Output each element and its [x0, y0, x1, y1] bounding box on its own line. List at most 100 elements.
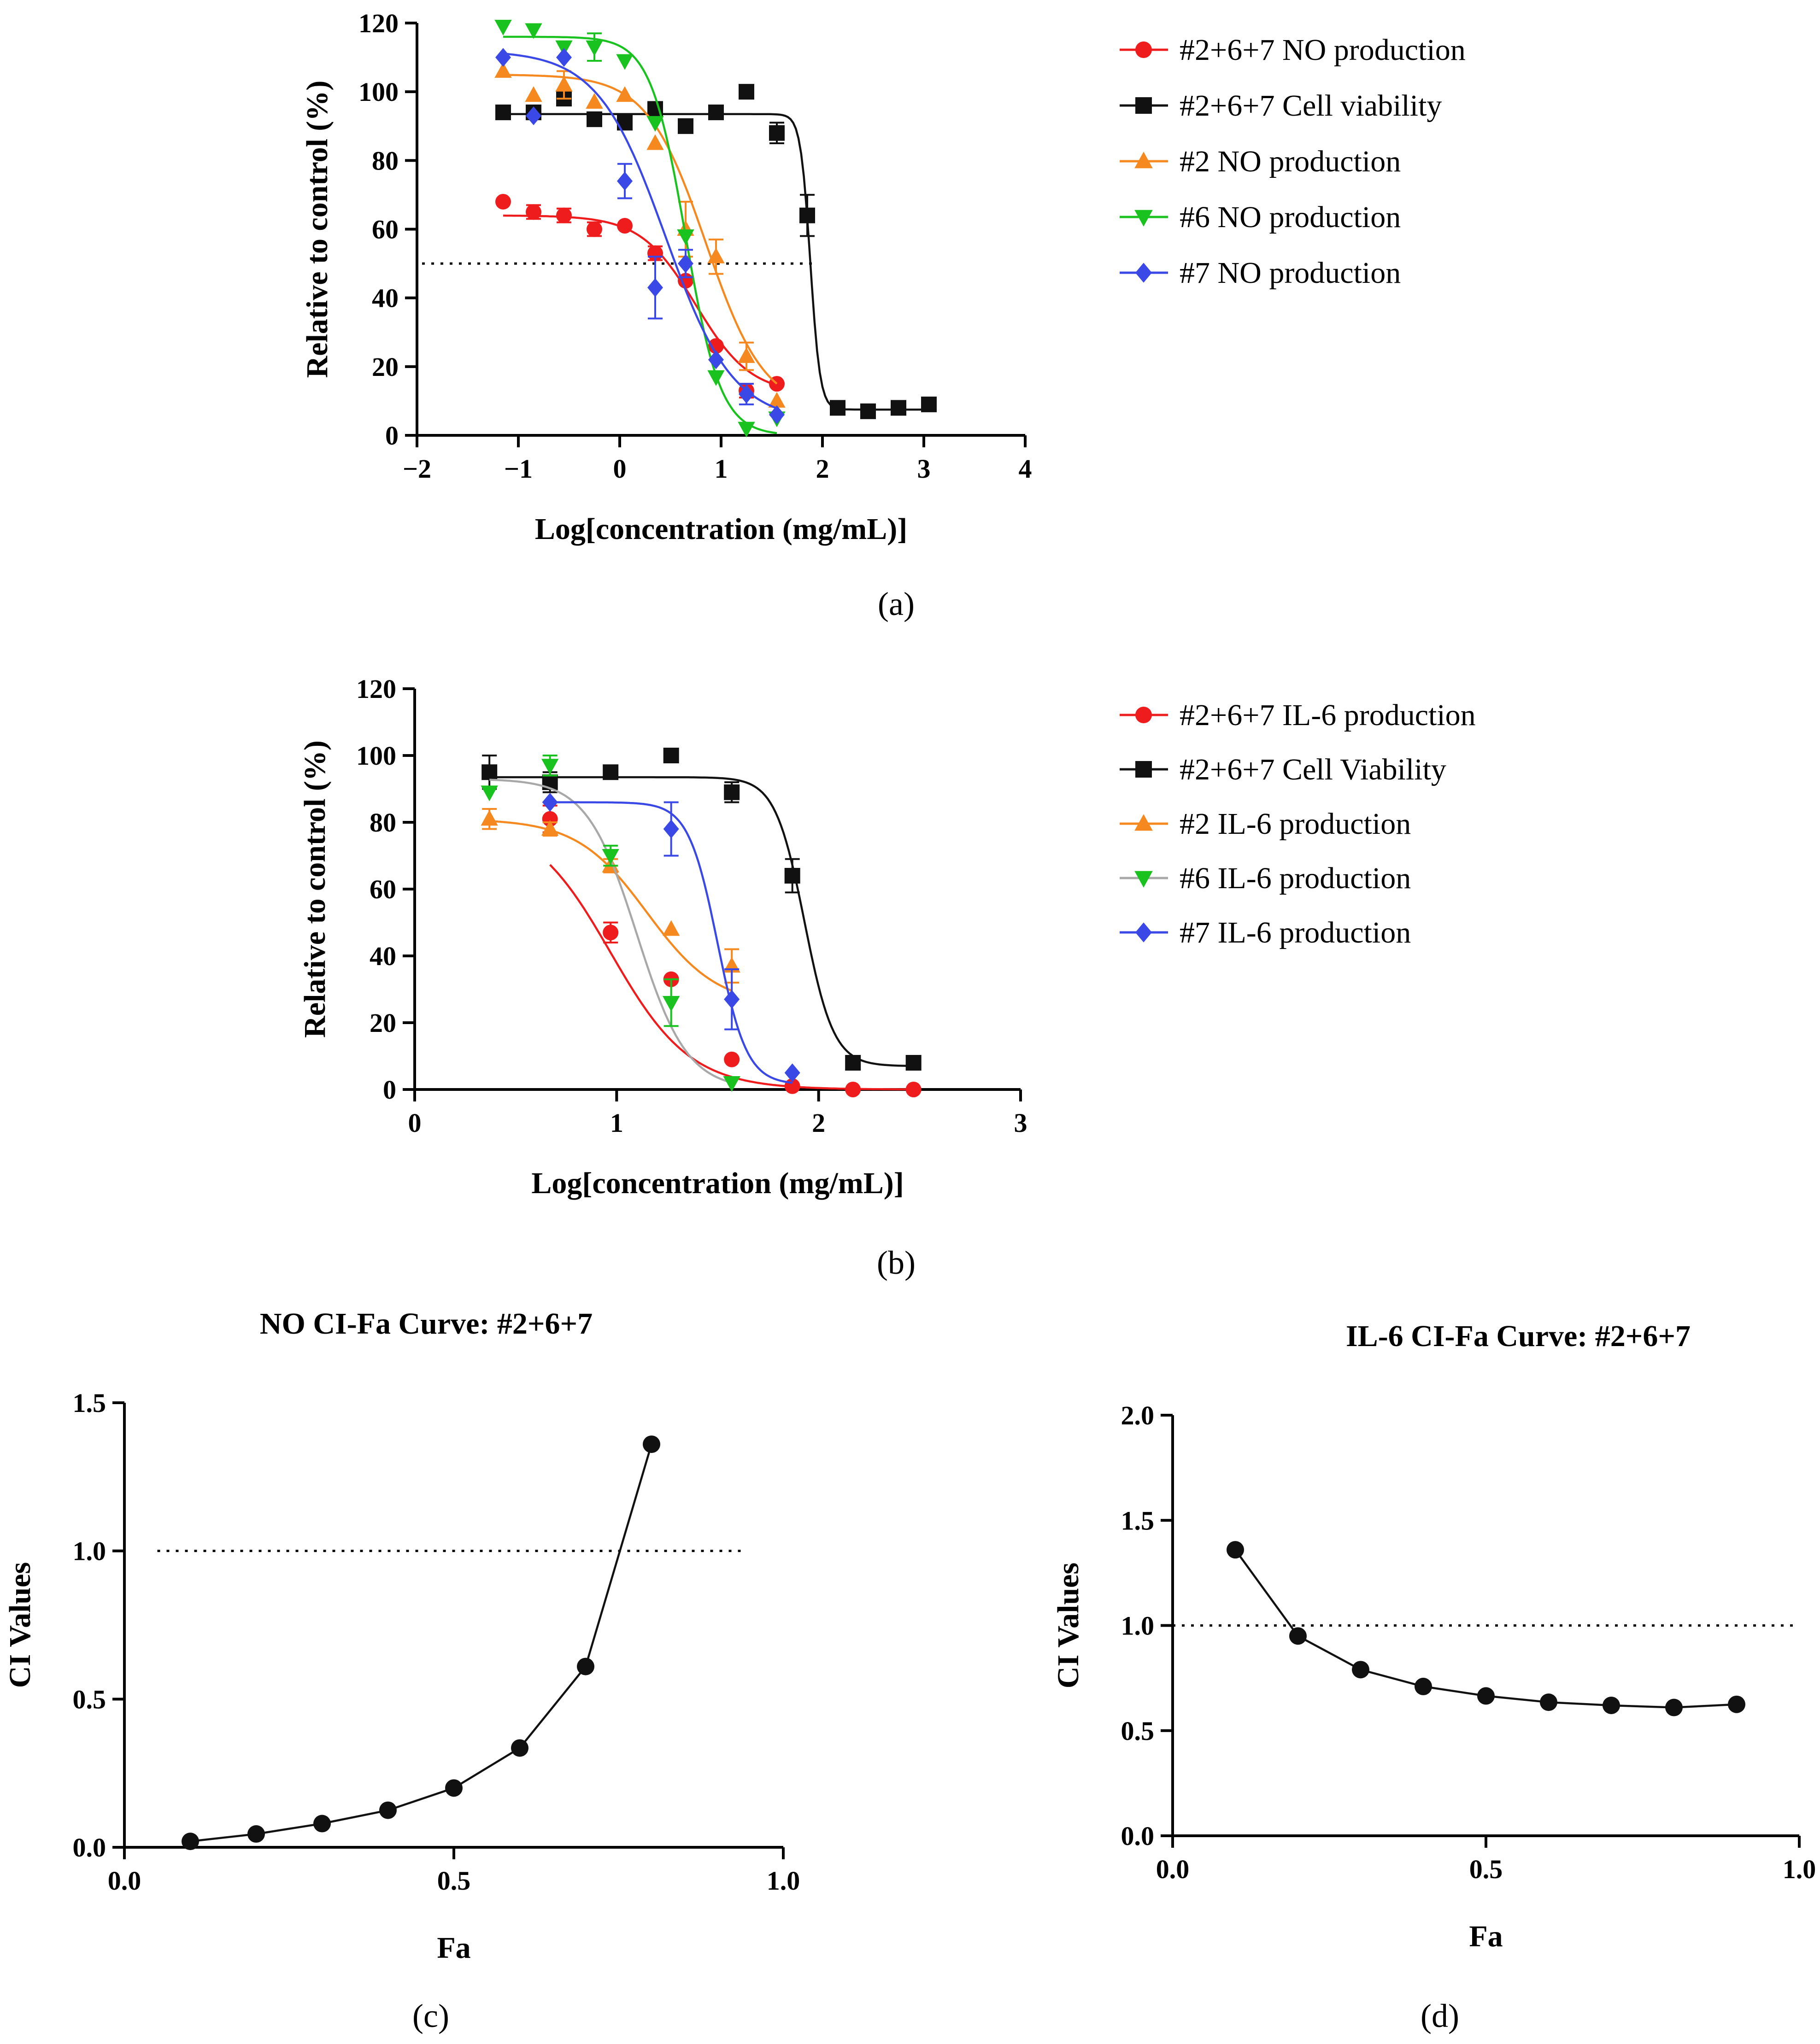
- data-point: [708, 350, 724, 369]
- data-point: [481, 764, 498, 780]
- data-point: [768, 392, 786, 408]
- data-point: [663, 748, 679, 763]
- panel-label-a: (a): [878, 586, 915, 622]
- y-tick-label: 40: [372, 283, 399, 313]
- y-tick-label: 120: [358, 8, 399, 38]
- data-point: [647, 278, 663, 297]
- x-axis-label: Log[concentration (mg/mL)]: [535, 512, 907, 546]
- data-point: [708, 338, 724, 354]
- series-c-0: [182, 1435, 660, 1851]
- x-tick-label: 2: [816, 454, 829, 484]
- legend-marker: [1135, 97, 1152, 114]
- data-point: [643, 1435, 660, 1453]
- x-tick-label: 1.0: [767, 1866, 800, 1896]
- y-tick-label: 2.0: [1121, 1400, 1155, 1430]
- data-point: [1477, 1687, 1495, 1705]
- x-tick-label: 4: [1019, 454, 1032, 484]
- legend-marker: [1134, 152, 1153, 169]
- x-tick-label: 2: [812, 1108, 825, 1138]
- legend-item-label: #2+6+7 IL-6 production: [1180, 698, 1476, 732]
- legend-a: #2+6+7 NO production #2+6+7 Cell viabilit…: [1120, 33, 1466, 290]
- data-point: [542, 793, 558, 812]
- data-point: [662, 920, 680, 936]
- x-tick-label: −1: [504, 454, 533, 484]
- y-tick-label: 1.0: [1121, 1611, 1155, 1641]
- y-tick-label: 80: [372, 146, 399, 176]
- x-tick-label: 0: [613, 454, 627, 484]
- legend-marker: [1135, 707, 1152, 723]
- x-tick-label: 1: [715, 454, 728, 484]
- x-tick-label: 0.0: [1156, 1854, 1190, 1884]
- series-d-0: [1227, 1541, 1745, 1716]
- data-point: [678, 118, 693, 134]
- data-point: [1728, 1695, 1745, 1713]
- fit-curve: [489, 776, 914, 1067]
- y-tick-label: 20: [370, 1008, 396, 1038]
- series-a-4: [495, 48, 785, 424]
- data-point: [769, 125, 785, 141]
- legend-item-label: #2+6+7 Cell viability: [1180, 89, 1442, 123]
- legend-item-label: #2+6+7 NO production: [1180, 33, 1466, 67]
- y-tick-label: 120: [356, 674, 396, 704]
- chart-title: NO CI-Fa Curve: #2+6+7: [260, 1307, 593, 1341]
- data-point: [860, 403, 876, 419]
- data-point: [313, 1815, 331, 1833]
- data-point: [603, 764, 619, 780]
- data-point: [769, 405, 785, 424]
- x-tick-label: 0.5: [437, 1866, 471, 1896]
- x-tick-label: 1.0: [1783, 1854, 1816, 1884]
- y-axis-label: Relative to control (%): [298, 740, 332, 1038]
- chart-c: 0.0 0.5 1.0 0.0 0.5 1.0 1.5 Fa CI Values NO CI-Fa…: [3, 1307, 800, 1965]
- legend-item-label: #6 IL-6 production: [1180, 861, 1411, 895]
- series-line: [1234, 1549, 1737, 1709]
- data-point: [905, 1082, 922, 1097]
- data-point: [738, 347, 755, 363]
- data-point: [646, 134, 664, 150]
- y-tick-label: 60: [370, 874, 396, 904]
- data-point: [587, 111, 602, 127]
- data-point: [495, 104, 511, 120]
- data-point: [1415, 1677, 1432, 1695]
- data-point: [556, 48, 572, 67]
- x-tick-label: 0.5: [1469, 1854, 1503, 1884]
- data-point: [481, 785, 498, 802]
- chart-b: 0 1 2 3 0 20 40 60 80 100 120 Log[concentration (mg…: [298, 674, 1476, 1200]
- data-point: [602, 849, 619, 865]
- x-tick-label: −2: [403, 454, 431, 484]
- y-tick-label: 0.5: [1121, 1716, 1155, 1746]
- data-point: [845, 1082, 861, 1097]
- data-point: [555, 76, 573, 92]
- data-point: [784, 1063, 800, 1083]
- data-point: [724, 1051, 740, 1067]
- y-tick-label: 0: [385, 421, 399, 451]
- data-point: [495, 48, 511, 67]
- fit-curve: [503, 214, 777, 387]
- series-b-2: [481, 808, 740, 992]
- data-point: [707, 247, 725, 264]
- y-tick-label: 100: [356, 741, 396, 771]
- data-point: [541, 759, 559, 775]
- chart-d: 0.0 0.5 1.0 0.0 0.5 1.0 1.5 2.0 Fa CI Values IL-6 …: [1051, 1319, 1816, 1953]
- data-point: [481, 810, 498, 826]
- legend-marker: [1134, 871, 1153, 888]
- legend-item-label: #2+6+7 Cell Viability: [1180, 753, 1446, 786]
- legend-item-label: #7 NO production: [1180, 256, 1401, 290]
- series-b-3: [481, 755, 740, 1092]
- data-point: [556, 207, 572, 223]
- legend-marker: [1134, 210, 1153, 227]
- chart-a: −2 −1 0 1 2 3 4020406080100120Log[concentratio…: [300, 8, 1466, 546]
- data-point: [526, 106, 541, 125]
- data-point: [495, 193, 511, 210]
- y-tick-label: 0: [383, 1075, 396, 1105]
- data-point: [905, 1055, 922, 1071]
- data-point: [739, 385, 754, 404]
- chart-title: IL-6 CI-Fa Curve: #2+6+7: [1346, 1319, 1691, 1353]
- fit-curve: [503, 74, 778, 385]
- legend-marker: [1134, 814, 1153, 831]
- data-point: [662, 996, 680, 1012]
- series-a-0: [495, 193, 785, 399]
- data-point: [445, 1779, 463, 1797]
- series-line: [190, 1444, 653, 1843]
- data-point: [708, 104, 724, 120]
